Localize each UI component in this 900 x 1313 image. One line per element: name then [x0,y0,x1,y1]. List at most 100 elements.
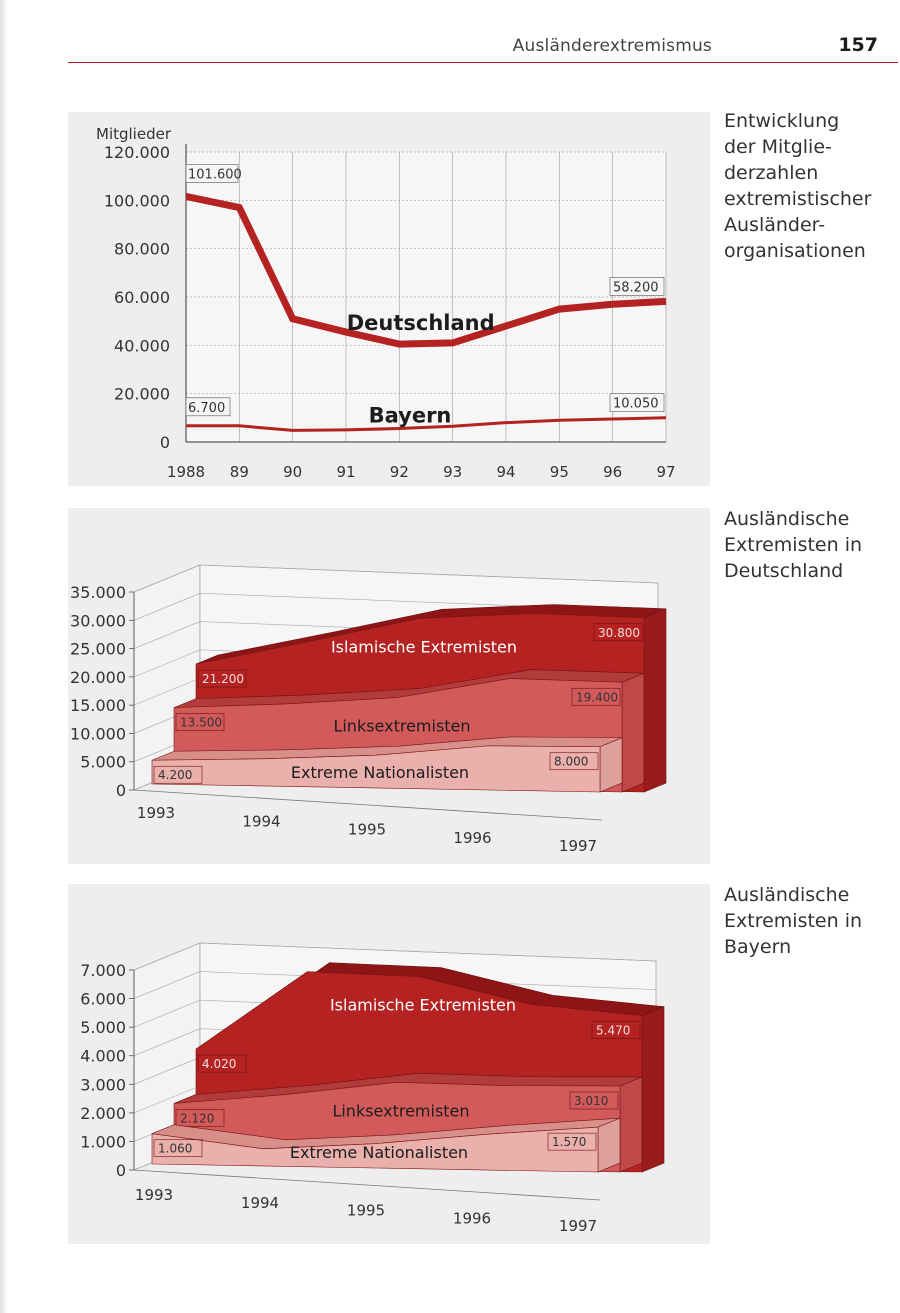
caption-line: Ausländer- [724,214,826,236]
series-side-1 [619,1076,643,1173]
x-tick-label: 1994 [242,812,280,830]
data-label-box [197,669,247,688]
germany-chart-panel: 0 5.000 10.000 15.000 20.000 25.000 30.000 35.0… [68,508,710,864]
germany-3d-area-chart: 0 5.000 10.000 15.000 20.000 25.000 30.000 35.0… [70,564,667,855]
running-header: Ausländerextremismus 157 [68,28,898,63]
caption-line: Deutschland [724,560,844,582]
x-tick-label: 91 [336,463,355,481]
membership-line-chart: 0 20.000 40.000 60.000 80.000 100.000 120.000 1… [96,125,676,481]
caption-line: Entwicklung [724,110,840,132]
data-label-box [593,623,643,642]
caption-line: Extremisten in [724,910,863,932]
series-name-label: Extreme Nationalisten [291,763,469,782]
y-tick-label: 4.000 [80,1047,126,1066]
series-side-0 [643,608,667,793]
y-tick-label: 40.000 [114,336,170,355]
running-title: Ausländerextremismus [512,36,712,56]
data-label-box [549,752,599,771]
caption-bavaria: Ausländische Extremisten in Bayern [724,882,894,960]
x-tick-label: 89 [230,463,249,481]
grid-line [133,999,201,1028]
x-tick-label: 1988 [167,463,205,481]
caption-line: Extremisten in [724,534,863,556]
x-tick-label: 96 [603,463,622,481]
caption-line: extremistischer [724,188,872,210]
y-tick-label: 0 [160,433,170,452]
x-tick-label: 1997 [559,837,597,855]
x-tick-label: 1996 [453,829,491,847]
caption-line: Bayern [724,936,792,958]
series-line-bayern [186,416,667,432]
series-side-2 [599,737,623,793]
y-tick-label: 15.000 [70,696,126,715]
data-label-box [591,1021,641,1040]
grid-line [133,564,201,593]
grid-line [199,942,657,962]
x-tick-label: 1996 [453,1209,491,1227]
data-label-box [569,1091,619,1110]
y-tick-label: 80.000 [114,240,170,259]
data-label: 1.060 [158,1142,192,1156]
data-label: 1.570 [552,1135,586,1149]
y-tick-label: 60.000 [114,288,170,307]
data-label: 8.000 [554,755,588,769]
y-tick-label: 5.000 [80,1018,126,1037]
grid-line [133,677,201,706]
caption-germany: Ausländische Extremisten in Deutschland [724,506,894,584]
series-name-label: Bayern [369,403,452,427]
caption-line: der Mitglie- [724,136,832,158]
y-tick-label: 0 [116,1161,126,1180]
grid-line [133,1085,201,1114]
x-tick-label: 97 [656,463,675,481]
grid-line [133,942,201,971]
y-tick-label: 120.000 [104,143,170,162]
data-label-box [547,1132,597,1151]
x-tick-label: 1997 [559,1217,597,1235]
series-name-label: Islamische Extremisten [330,996,516,1015]
data-label-box [185,397,231,417]
y-tick-label: 25.000 [70,640,126,659]
grid-line [133,1057,201,1085]
y-axis-label: Mitglieder [96,125,172,143]
data-label: 4.020 [202,1057,236,1071]
series-name-label: Linksextremisten [332,1101,469,1120]
page-edge [0,0,8,1313]
caption-line: Ausländische [724,884,850,906]
x-tick-label: 93 [443,463,462,481]
data-label-box [153,1139,203,1158]
data-label: 21.200 [202,672,244,686]
data-label-box [153,765,203,784]
line-chart-panel: 0 20.000 40.000 60.000 80.000 100.000 120.000 1… [68,112,710,486]
x-tick-label: 94 [496,463,515,481]
x-tick-label: 1994 [241,1194,279,1212]
data-label: 58.200 [613,280,659,295]
y-tick-label: 20.000 [70,668,126,687]
x-tick-label: 1995 [348,821,386,839]
y-tick-label: 1.000 [80,1132,126,1151]
y-tick-label: 10.000 [70,724,126,743]
series-side-2 [597,1117,621,1173]
y-tick-label: 35.000 [70,583,126,602]
x-axis [133,789,603,821]
data-label: 2.120 [180,1111,214,1125]
series-line-deutschland [185,193,667,348]
data-label: 101.600 [188,167,242,182]
y-tick-label: 20.000 [114,385,170,404]
data-label: 3.010 [574,1094,608,1108]
series-side-0 [641,1006,665,1173]
y-tick-label: 0 [116,781,126,800]
data-label: 13.500 [180,716,222,730]
y-tick-label: 5.000 [80,753,126,772]
data-label-box [175,713,225,731]
grid-line [133,1028,201,1056]
grid-line [133,649,201,678]
series-name-label: Extreme Nationalisten [290,1143,468,1162]
y-tick-label: 2.000 [80,1104,126,1123]
series-side-1 [621,672,645,793]
x-tick-label: 1995 [347,1202,385,1220]
bavaria-chart-panel: 0 1.000 2.000 3.000 4.000 5.000 6.000 7.000 Isla… [68,884,710,1244]
data-label-box [185,164,239,183]
x-axis [133,1169,601,1201]
data-label-box [609,277,665,296]
series-name-label: Islamische Extremisten [331,637,517,656]
